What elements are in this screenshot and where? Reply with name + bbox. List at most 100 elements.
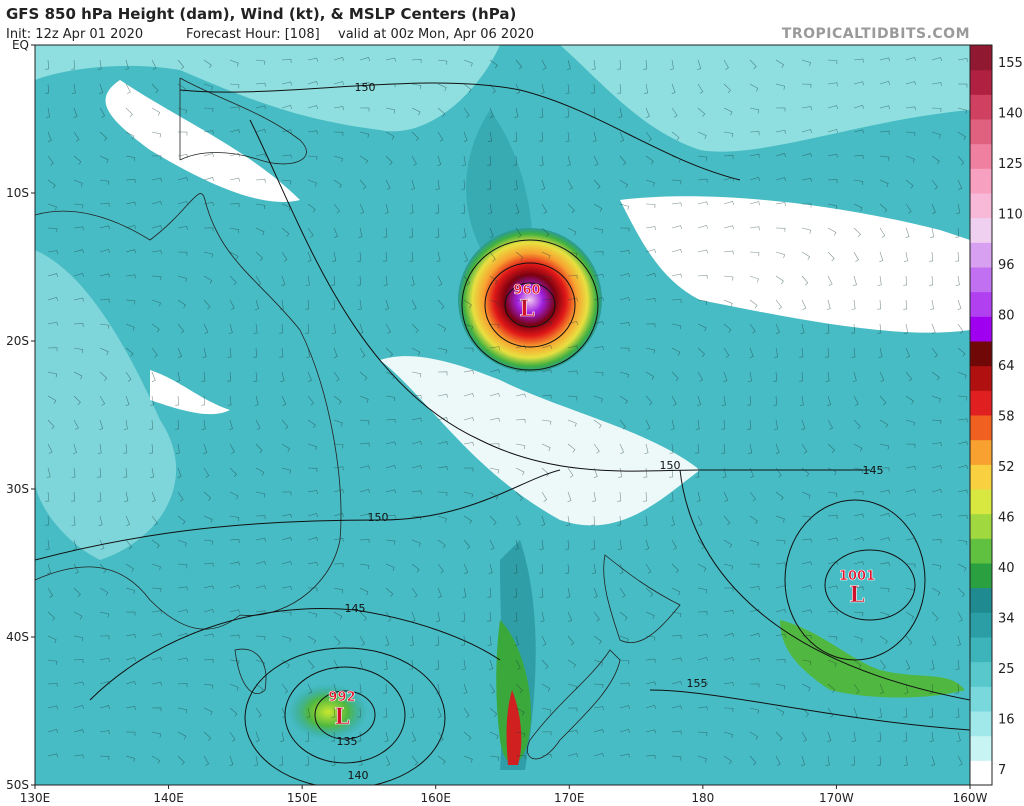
wind-barb [671,347,681,356]
colorbar-label: 7 [998,763,1006,778]
wind-barb [47,227,58,233]
wind-barb [99,248,110,253]
wind-barb [905,466,916,471]
wind-barb [879,659,886,670]
wind-barb [202,347,207,358]
wind-barb [853,81,864,86]
wind-barb [801,177,812,182]
wind-barb [489,323,500,329]
wind-barb [385,347,394,357]
colorbar-label: 140 [998,107,1023,122]
wind-barb [957,395,968,401]
wind-barb [566,155,571,166]
wind-barb [255,59,266,65]
wind-barb [150,395,154,406]
wind-barb [45,539,50,550]
lon-label: 160E [420,791,451,805]
wind-barb [591,107,596,118]
wind-streak [288,684,368,740]
wind-barb [385,371,395,380]
wind-barb [203,201,214,206]
wind-barb [383,683,387,694]
wind-barb [697,224,708,229]
wind-barb [229,177,240,182]
wind-barb [73,323,84,328]
wind-barb [697,274,708,279]
wind-barb [333,155,343,163]
wind-barb [99,635,110,640]
wind-barb [229,515,240,522]
wind-barb [645,563,652,574]
wind-barb [229,683,239,691]
wind-barb [461,611,466,622]
wind-barb [905,81,916,86]
wind-barb [905,106,916,111]
wind-barb [853,227,861,238]
wind-barb [879,130,890,135]
wind-barb [903,275,908,286]
wind-barb [723,682,734,687]
wind-barb [931,203,936,214]
wind-barb [749,755,757,766]
wind-barb [697,249,708,254]
wind-barb [411,59,422,63]
wind-barb [489,275,498,285]
wind-barb [565,563,570,574]
wind-barb [957,323,964,334]
wind-barb [955,227,960,238]
wind-barb [801,659,812,666]
wind-barb [515,368,526,373]
wind-barb [489,491,499,500]
wind-barb [229,491,239,500]
wind-barb [151,707,162,712]
wind-barb [749,467,754,478]
wind-barb [253,755,258,766]
wind-barb [489,539,495,550]
wind-barb [619,682,630,687]
wind-barb [931,513,942,518]
wind-barb [410,179,415,190]
wind-barb [227,395,232,406]
wind-barb [489,443,500,448]
wind-barb [671,107,678,118]
wind-barb [437,347,448,354]
wind-barb [151,491,156,502]
wind-barb [775,275,784,285]
wind-barb [151,225,162,230]
wind-barb [723,177,734,182]
wind-barb [125,587,136,594]
lon-label: 140E [153,791,184,805]
wind-barb [124,59,129,70]
wind-barb [670,419,675,430]
wind-barb [877,299,881,310]
wind-barb [801,275,809,286]
wind-barb [853,683,860,694]
wind-barb [645,635,656,641]
wind-barb [775,299,783,310]
wind-barb [541,369,552,374]
wind-barb [47,587,54,598]
wind-barb [71,515,76,526]
wind-barb [151,515,158,526]
wind-barb [592,131,597,142]
wind-barb [253,371,258,382]
wind-barb [203,83,213,91]
wind-barb [905,371,913,382]
wind-barb [307,443,317,451]
wind-barb [801,129,812,134]
wind-barb [229,539,240,543]
wind-barb [177,707,188,714]
wind-barb [567,275,578,280]
wind-barb [151,633,162,638]
wind-barb [619,322,630,326]
wind-barb [879,251,884,262]
wind-barb [671,323,682,330]
wind-barb [177,83,187,93]
colorbar-cell [970,587,992,613]
wind-barb [385,755,391,766]
wind-barb [463,707,470,718]
wind-barb [255,515,266,520]
wind-barb [99,202,110,207]
wind-barb [827,179,838,184]
wind-barb [723,587,734,592]
